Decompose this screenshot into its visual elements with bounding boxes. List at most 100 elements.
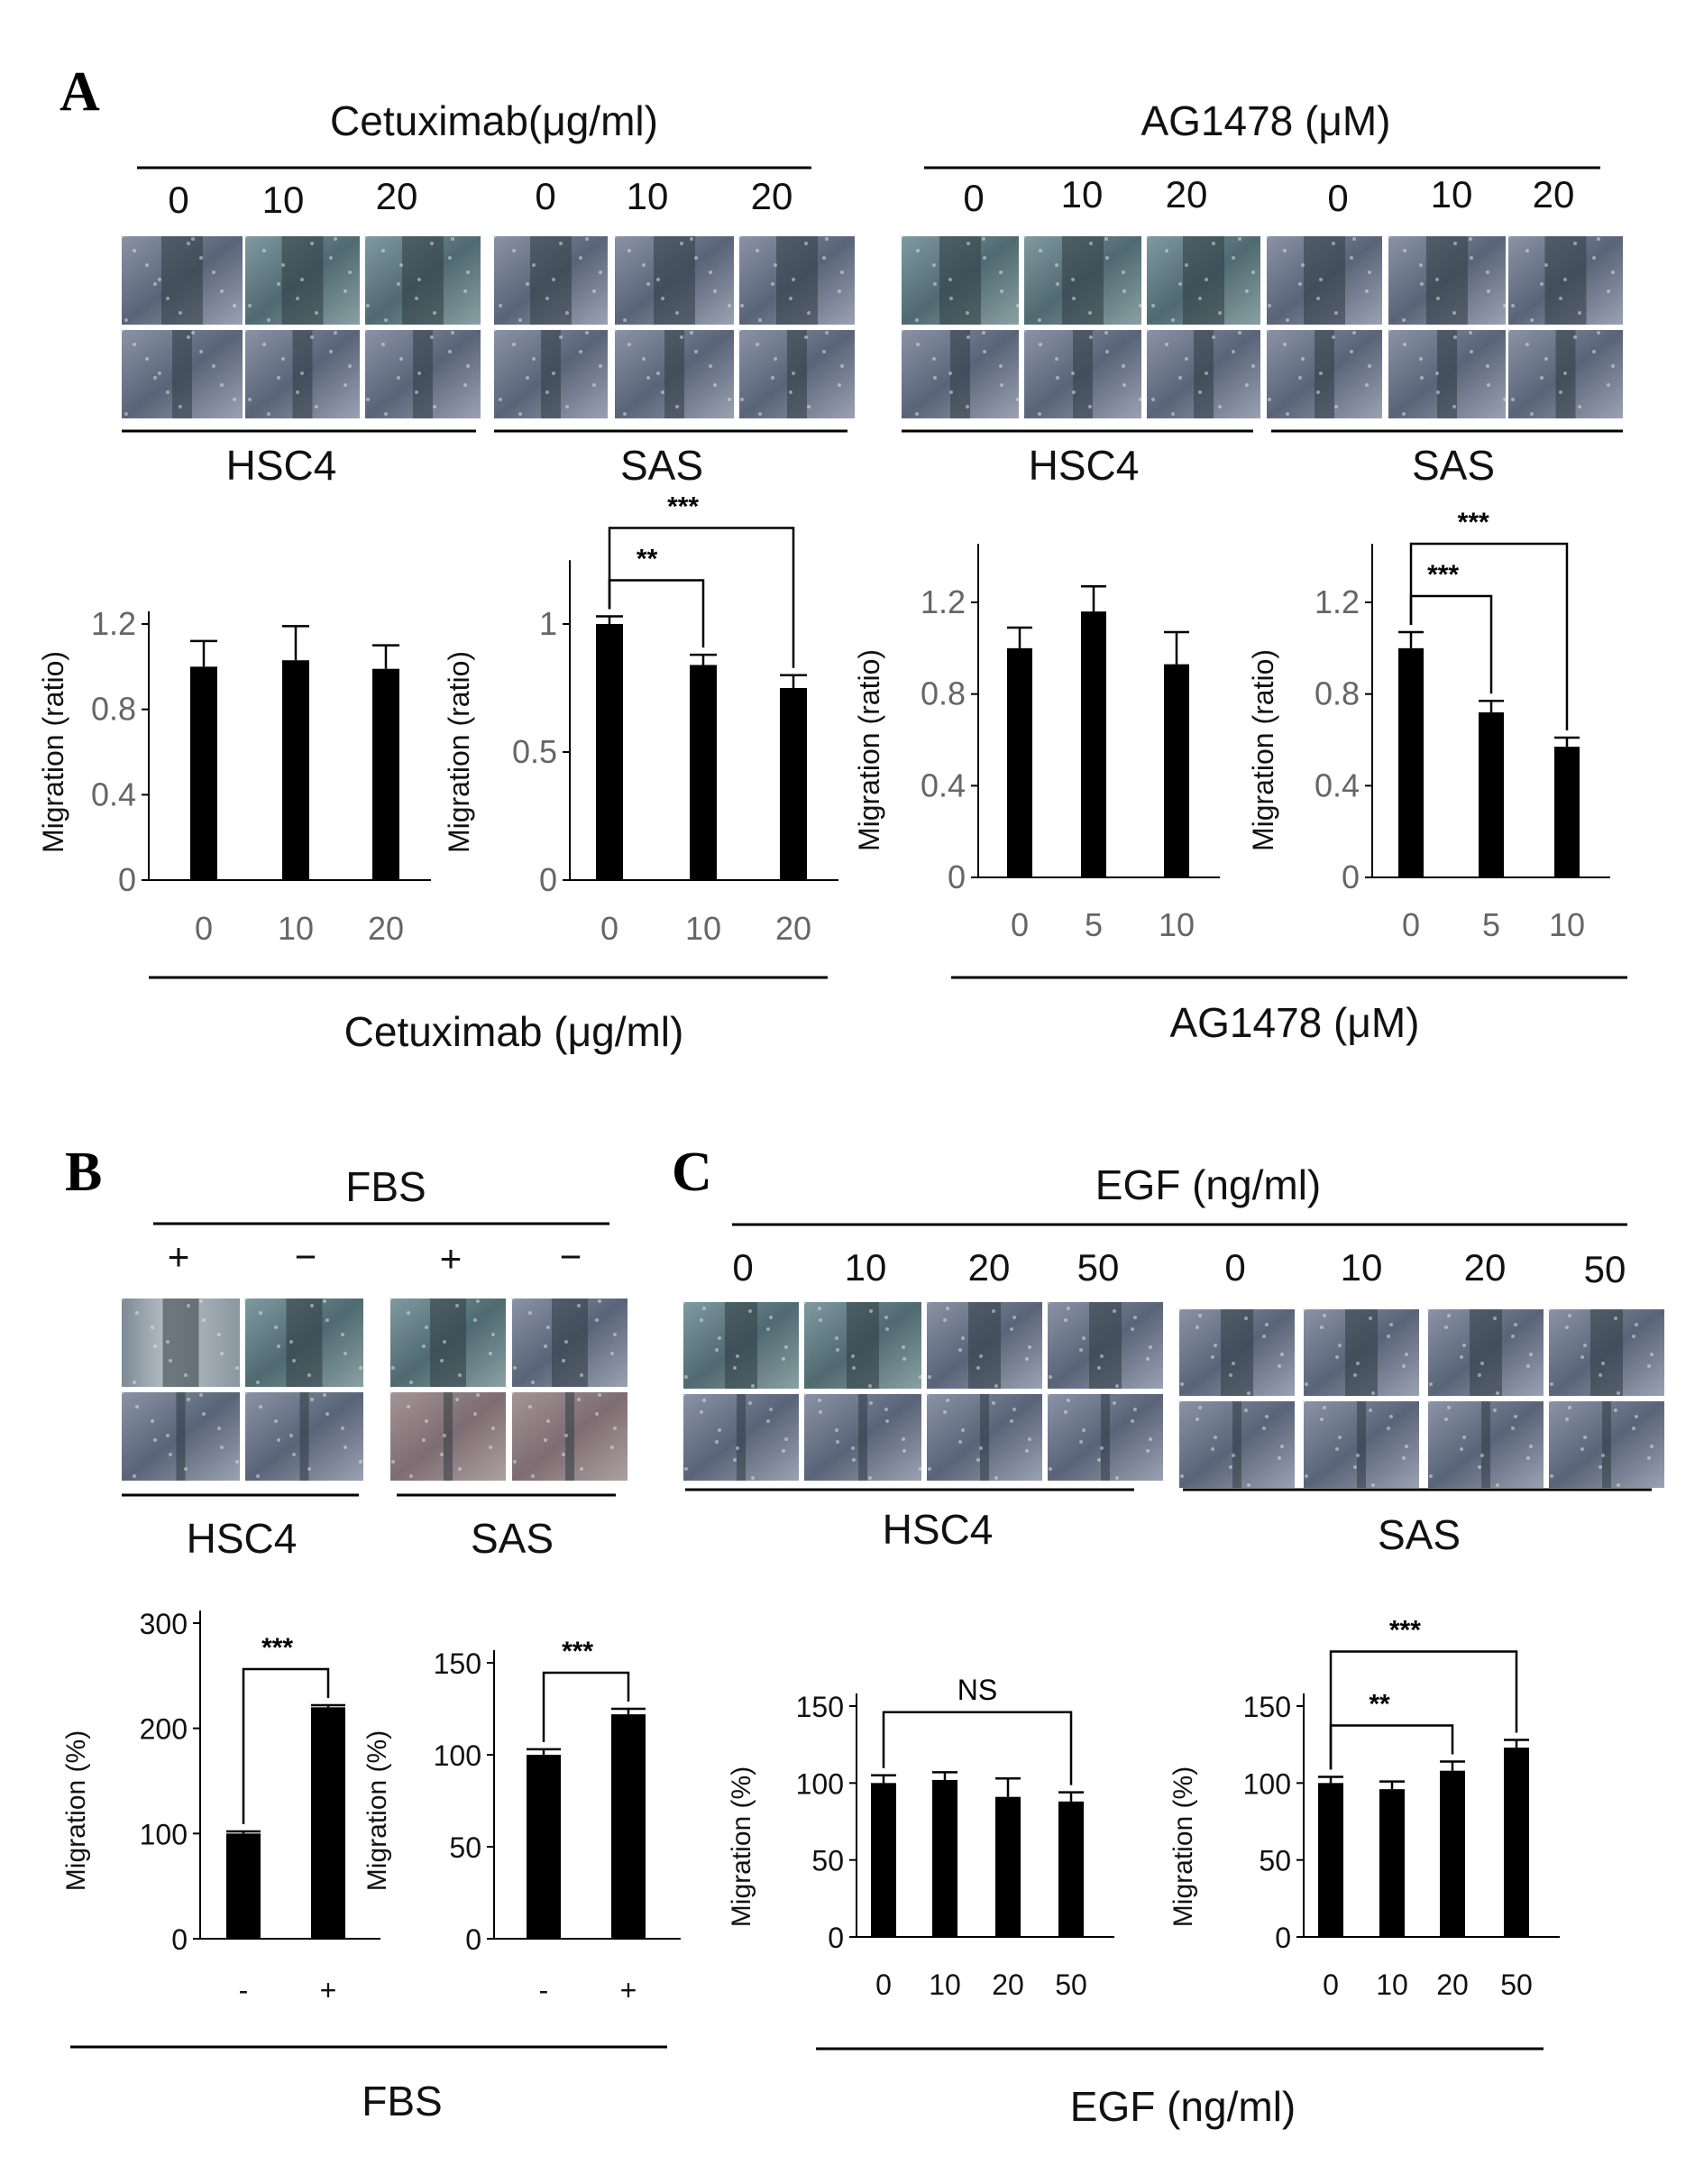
column-label: 0 xyxy=(963,177,984,219)
cell-line-label: SAS xyxy=(1412,442,1495,489)
bar xyxy=(311,1707,345,1939)
significance-bracket xyxy=(242,1667,330,1824)
significance-label: *** xyxy=(1427,560,1459,590)
micrograph-tile xyxy=(243,1297,363,1387)
micrograph-tile xyxy=(737,328,855,418)
column-label: − xyxy=(560,1235,582,1278)
bar-chart-b2: 0 50 100 150 Migration (%) - + *** xyxy=(362,1637,681,2006)
x-tick-label: + xyxy=(620,1974,637,2006)
significance-bracket xyxy=(882,1711,1073,1785)
x-tick-label: 10 xyxy=(1159,906,1195,943)
bar xyxy=(611,1714,646,1939)
x-tick-label: 20 xyxy=(992,1968,1024,2001)
significance-bracket xyxy=(542,1671,630,1742)
cell-line-label: HSC4 xyxy=(1029,442,1140,489)
column-label: 20 xyxy=(751,175,793,217)
y-axis-label: Migration (%) xyxy=(61,1730,91,1891)
micrograph-tile xyxy=(492,328,608,418)
column-label: 10 xyxy=(627,175,669,217)
significance-label: NS xyxy=(957,1674,997,1706)
treatment-header-ag1478: AG1478 (μM) xyxy=(1141,97,1390,144)
micrograph-tile xyxy=(1177,1308,1295,1396)
column-label: + xyxy=(168,1235,190,1278)
column-label: 20 xyxy=(1533,173,1575,216)
y-axis-label: Migration (ratio) xyxy=(853,649,885,851)
micrograph-tile xyxy=(510,1390,628,1481)
y-tick-label: 50 xyxy=(811,1845,844,1877)
y-axis-label: Migration (ratio) xyxy=(443,651,475,853)
y-tick-label: 0.8 xyxy=(1315,675,1360,712)
micrograph-tile xyxy=(1507,234,1623,325)
micrograph-tile xyxy=(1265,328,1382,418)
y-tick-label: 150 xyxy=(1243,1691,1291,1723)
y-tick-label: 0.4 xyxy=(921,766,966,803)
micrograph-tile xyxy=(243,1390,363,1481)
bar xyxy=(780,688,807,880)
column-label: 50 xyxy=(1077,1246,1120,1289)
y-axis-label: Migration (ratio) xyxy=(37,651,69,853)
bar xyxy=(690,665,717,880)
y-tick-label: 1.2 xyxy=(91,605,136,642)
micrograph-tile xyxy=(900,234,1020,325)
treatment-header-cetuximab: Cetuximab(μg/ml) xyxy=(330,97,658,144)
column-label: 0 xyxy=(1327,177,1348,219)
column-label: 10 xyxy=(1341,1246,1383,1289)
x-tick-label: 5 xyxy=(1482,906,1500,943)
micrograph-tile xyxy=(120,328,243,418)
scratch-assay-images-c xyxy=(682,1300,1664,1488)
bar-chart-a1: 0 0.4 0.8 1.2 Migration (ratio) 0 10 20 xyxy=(37,605,431,947)
y-tick-label: 50 xyxy=(1259,1845,1291,1877)
column-label: 10 xyxy=(1061,173,1104,216)
treatment-header-egf: EGF (ng/ml) xyxy=(1095,1161,1321,1208)
column-label: 20 xyxy=(1166,173,1208,216)
x-tick-label: 0 xyxy=(600,910,618,947)
x-tick-label: 20 xyxy=(368,910,404,947)
micrograph-tile xyxy=(925,1300,1042,1389)
column-label: 10 xyxy=(1431,173,1473,216)
micrograph-tile xyxy=(1547,1308,1664,1396)
micrograph-tile xyxy=(1145,234,1260,325)
x-tick-label: 0 xyxy=(195,910,213,947)
bar xyxy=(1081,611,1106,877)
cell-line-label: HSC4 xyxy=(187,1515,298,1562)
micrograph-tile xyxy=(1507,328,1623,418)
micrograph-tile xyxy=(1046,1392,1163,1481)
bar xyxy=(995,1796,1021,1937)
x-tick-label: - xyxy=(239,1974,249,2006)
y-tick-label: 100 xyxy=(796,1767,844,1800)
y-tick-label: 0 xyxy=(948,858,966,895)
significance-bracket xyxy=(1329,1724,1454,1770)
micrograph-tile xyxy=(1426,1308,1544,1396)
panel-letter-c: C xyxy=(672,1142,712,1203)
y-tick-label: 0.4 xyxy=(1315,766,1360,803)
bar xyxy=(1058,1801,1084,1937)
micrograph-tile xyxy=(1426,1399,1544,1488)
x-tick-label: 0 xyxy=(1402,906,1420,943)
micrograph-tile xyxy=(737,234,855,325)
scratch-assay-images-b xyxy=(120,1297,628,1481)
micrograph-tile xyxy=(1387,234,1507,325)
group-label-egf: EGF (ng/ml) xyxy=(1070,2083,1296,2130)
y-tick-label: 0 xyxy=(171,1923,188,1956)
x-tick-label: 10 xyxy=(929,1968,961,2001)
bar xyxy=(1479,712,1504,877)
micrograph-tile xyxy=(802,1392,922,1481)
x-tick-label: 50 xyxy=(1500,1968,1533,2001)
bar xyxy=(527,1755,561,1939)
y-tick-label: 0 xyxy=(1342,858,1360,895)
y-tick-label: 0.8 xyxy=(91,691,136,728)
bar xyxy=(596,624,623,880)
y-axis-label: Migration (ratio) xyxy=(1247,649,1279,851)
micrograph-tile xyxy=(1387,328,1507,418)
micrograph-tile xyxy=(389,1390,506,1481)
significance-bracket xyxy=(1329,1650,1518,1770)
column-label: 0 xyxy=(732,1246,753,1289)
micrograph-tile xyxy=(613,328,734,418)
column-label: − xyxy=(295,1235,317,1278)
bar xyxy=(1379,1789,1405,1937)
micrograph-tile xyxy=(1302,1308,1419,1396)
significance-label: *** xyxy=(1389,1616,1421,1646)
y-tick-label: 1.2 xyxy=(1315,583,1360,620)
cell-line-label: SAS xyxy=(471,1515,554,1562)
